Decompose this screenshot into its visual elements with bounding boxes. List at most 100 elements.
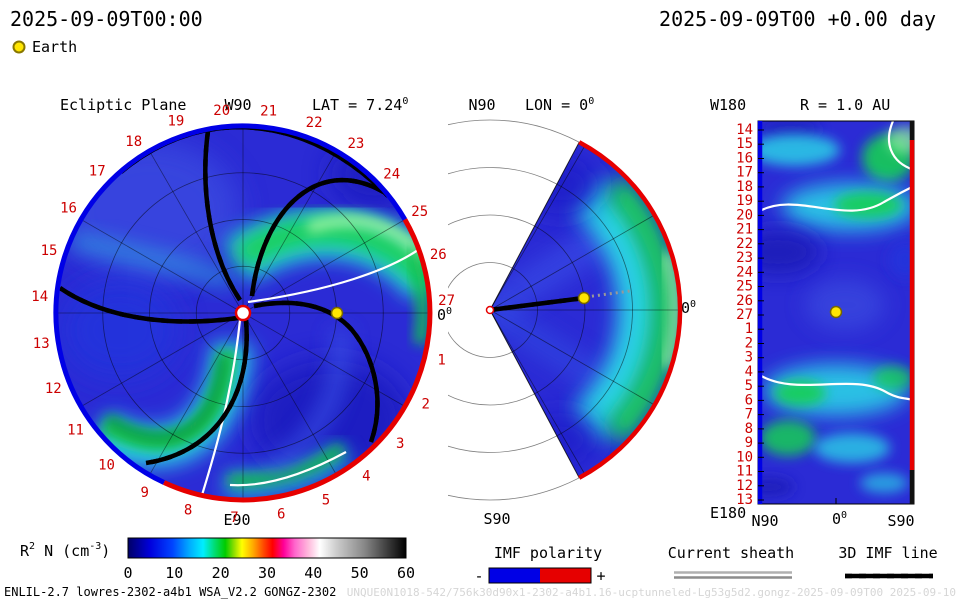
- carrington-tick: 25: [411, 204, 428, 220]
- density-blob: [520, 412, 600, 468]
- carrington-tick: 3: [396, 436, 404, 452]
- meridional-radial-grid: [489, 145, 680, 475]
- carrington-tick: 20: [213, 103, 230, 119]
- longitude-tick: 12: [736, 478, 753, 494]
- radius-label: R = 1.0 AU: [800, 96, 890, 114]
- carrington-tick: 6: [277, 506, 285, 522]
- axis-label-w180: W180: [710, 96, 746, 114]
- density-blob: [860, 473, 908, 493]
- axis-label-zero-deg: 00: [437, 306, 452, 324]
- axis-label-n90: N90: [468, 96, 495, 114]
- axis-label-e90: E90: [223, 511, 250, 529]
- legend-title: IMF polarity: [494, 544, 602, 562]
- axis-label-s90: S90: [887, 512, 914, 530]
- current-sheet-line: [247, 239, 429, 304]
- latlon-panel: W180 R = 1.0 AU E180 N90 00 S90: [710, 96, 915, 530]
- timestamp-left: 2025-09-09T00:00: [10, 7, 203, 31]
- colorbar: R2 N (cm-3) 0 10 20 30 40 50 60: [20, 537, 415, 582]
- carrington-tick: 7: [230, 510, 238, 526]
- carrington-tick: 11: [67, 422, 84, 438]
- carrington-tick: 15: [41, 243, 58, 259]
- longitude-tick: 3: [745, 350, 753, 366]
- longitude-tick: 9: [745, 435, 753, 451]
- earth-legend-label: Earth: [32, 38, 77, 56]
- decorative-shape: LON = 0: [525, 96, 588, 114]
- longitude-ticks: 1415161718192021222324252627123456789101…: [736, 122, 764, 508]
- carrington-tick: 1: [437, 353, 445, 369]
- axis-label-s90: S90: [483, 510, 510, 528]
- grid-circle: [102, 172, 384, 454]
- current-sheet-line: [758, 373, 914, 402]
- decorative-shape: 0: [402, 96, 408, 107]
- ecliptic-panel: Ecliptic Plane W90 LAT = 7.240 E90 00: [31, 96, 455, 529]
- decorative-shape: 0: [690, 299, 696, 310]
- polarity-positive-swatch: [540, 568, 591, 583]
- decorative-shape: 0: [832, 510, 841, 528]
- legend-title: Current sheath: [668, 544, 794, 562]
- longitude-tick: 7: [745, 407, 753, 423]
- density-blob: [60, 280, 180, 380]
- longitude-tick: 23: [736, 250, 753, 266]
- carrington-tick: 19: [167, 113, 184, 129]
- longitude-tick: 20: [736, 207, 753, 223]
- carrington-tick: 16: [60, 200, 77, 216]
- density-stream: [70, 232, 235, 290]
- longitude-tick: 18: [736, 179, 753, 195]
- plus-label: +: [596, 567, 605, 585]
- density-stream: [265, 329, 350, 476]
- colorbar-tick: 60: [397, 564, 415, 582]
- legend-current-sheath: Current sheath: [668, 544, 794, 579]
- carrington-tick: 4: [362, 469, 370, 485]
- axis-label-zero-deg: 00: [681, 299, 696, 317]
- axis-label-zero-deg: 00: [832, 510, 847, 528]
- density-blob: [805, 279, 885, 331]
- header: 2025-09-09T00:00 2025-09-09T00 +0.00 day…: [10, 7, 936, 56]
- carrington-tick: 13: [33, 336, 50, 352]
- imf-line-extension: [585, 289, 631, 299]
- decorative-shape: ): [101, 542, 110, 560]
- density-blob: [758, 230, 820, 274]
- earth-marker: [330, 306, 344, 320]
- earth-marker: [829, 305, 843, 319]
- decorative-shape: R: [20, 542, 30, 560]
- longitude-tick: 22: [736, 236, 753, 252]
- longitude-tick: 24: [736, 264, 753, 280]
- carrington-tick: 18: [125, 134, 142, 150]
- longitude-tick: 13: [736, 492, 753, 508]
- density-blob: [889, 242, 914, 278]
- carrington-tick: 10: [98, 458, 115, 474]
- longitude-tick: 11: [736, 464, 753, 480]
- wedge-edges: [489, 141, 580, 479]
- longitude-tick: 8: [745, 421, 753, 437]
- colorbar-ticks: 0 10 20 30 40 50 60: [123, 564, 415, 582]
- longitude-tick: 16: [736, 151, 753, 167]
- current-sheet-line: [758, 185, 914, 213]
- sun-marker: [234, 304, 252, 322]
- grid-line: [489, 145, 586, 311]
- longitude-tick: 6: [745, 392, 753, 408]
- colorbar-tick: 40: [304, 564, 322, 582]
- carrington-tick: 24: [383, 166, 400, 182]
- carrington-tick: 8: [184, 503, 192, 519]
- longitude-tick: 1: [745, 321, 753, 337]
- timestamp-right: 2025-09-09T00 +0.00 day: [659, 7, 936, 31]
- density-stream: [227, 443, 346, 487]
- decorative-shape: 0: [588, 96, 594, 107]
- density-blob: [887, 126, 914, 154]
- density-blob: [758, 134, 840, 166]
- footer: ENLIL-2.7 lowres-2302-a4b1 WSA_V2.2 GONG…: [4, 585, 956, 599]
- density-blob: [774, 380, 826, 406]
- density-blob: [760, 420, 816, 456]
- decorative-shape: -3: [89, 541, 101, 552]
- longitude-tick: 5: [745, 378, 753, 394]
- density-stream: [490, 225, 610, 325]
- colorbar-tick: 0: [123, 564, 132, 582]
- density-stream: [490, 297, 609, 393]
- carrington-tick: 23: [347, 136, 364, 152]
- density-blob: [758, 477, 794, 497]
- current-sheet-line: [229, 451, 347, 487]
- longitude-tick: 4: [745, 364, 753, 380]
- density-stream: [106, 355, 226, 441]
